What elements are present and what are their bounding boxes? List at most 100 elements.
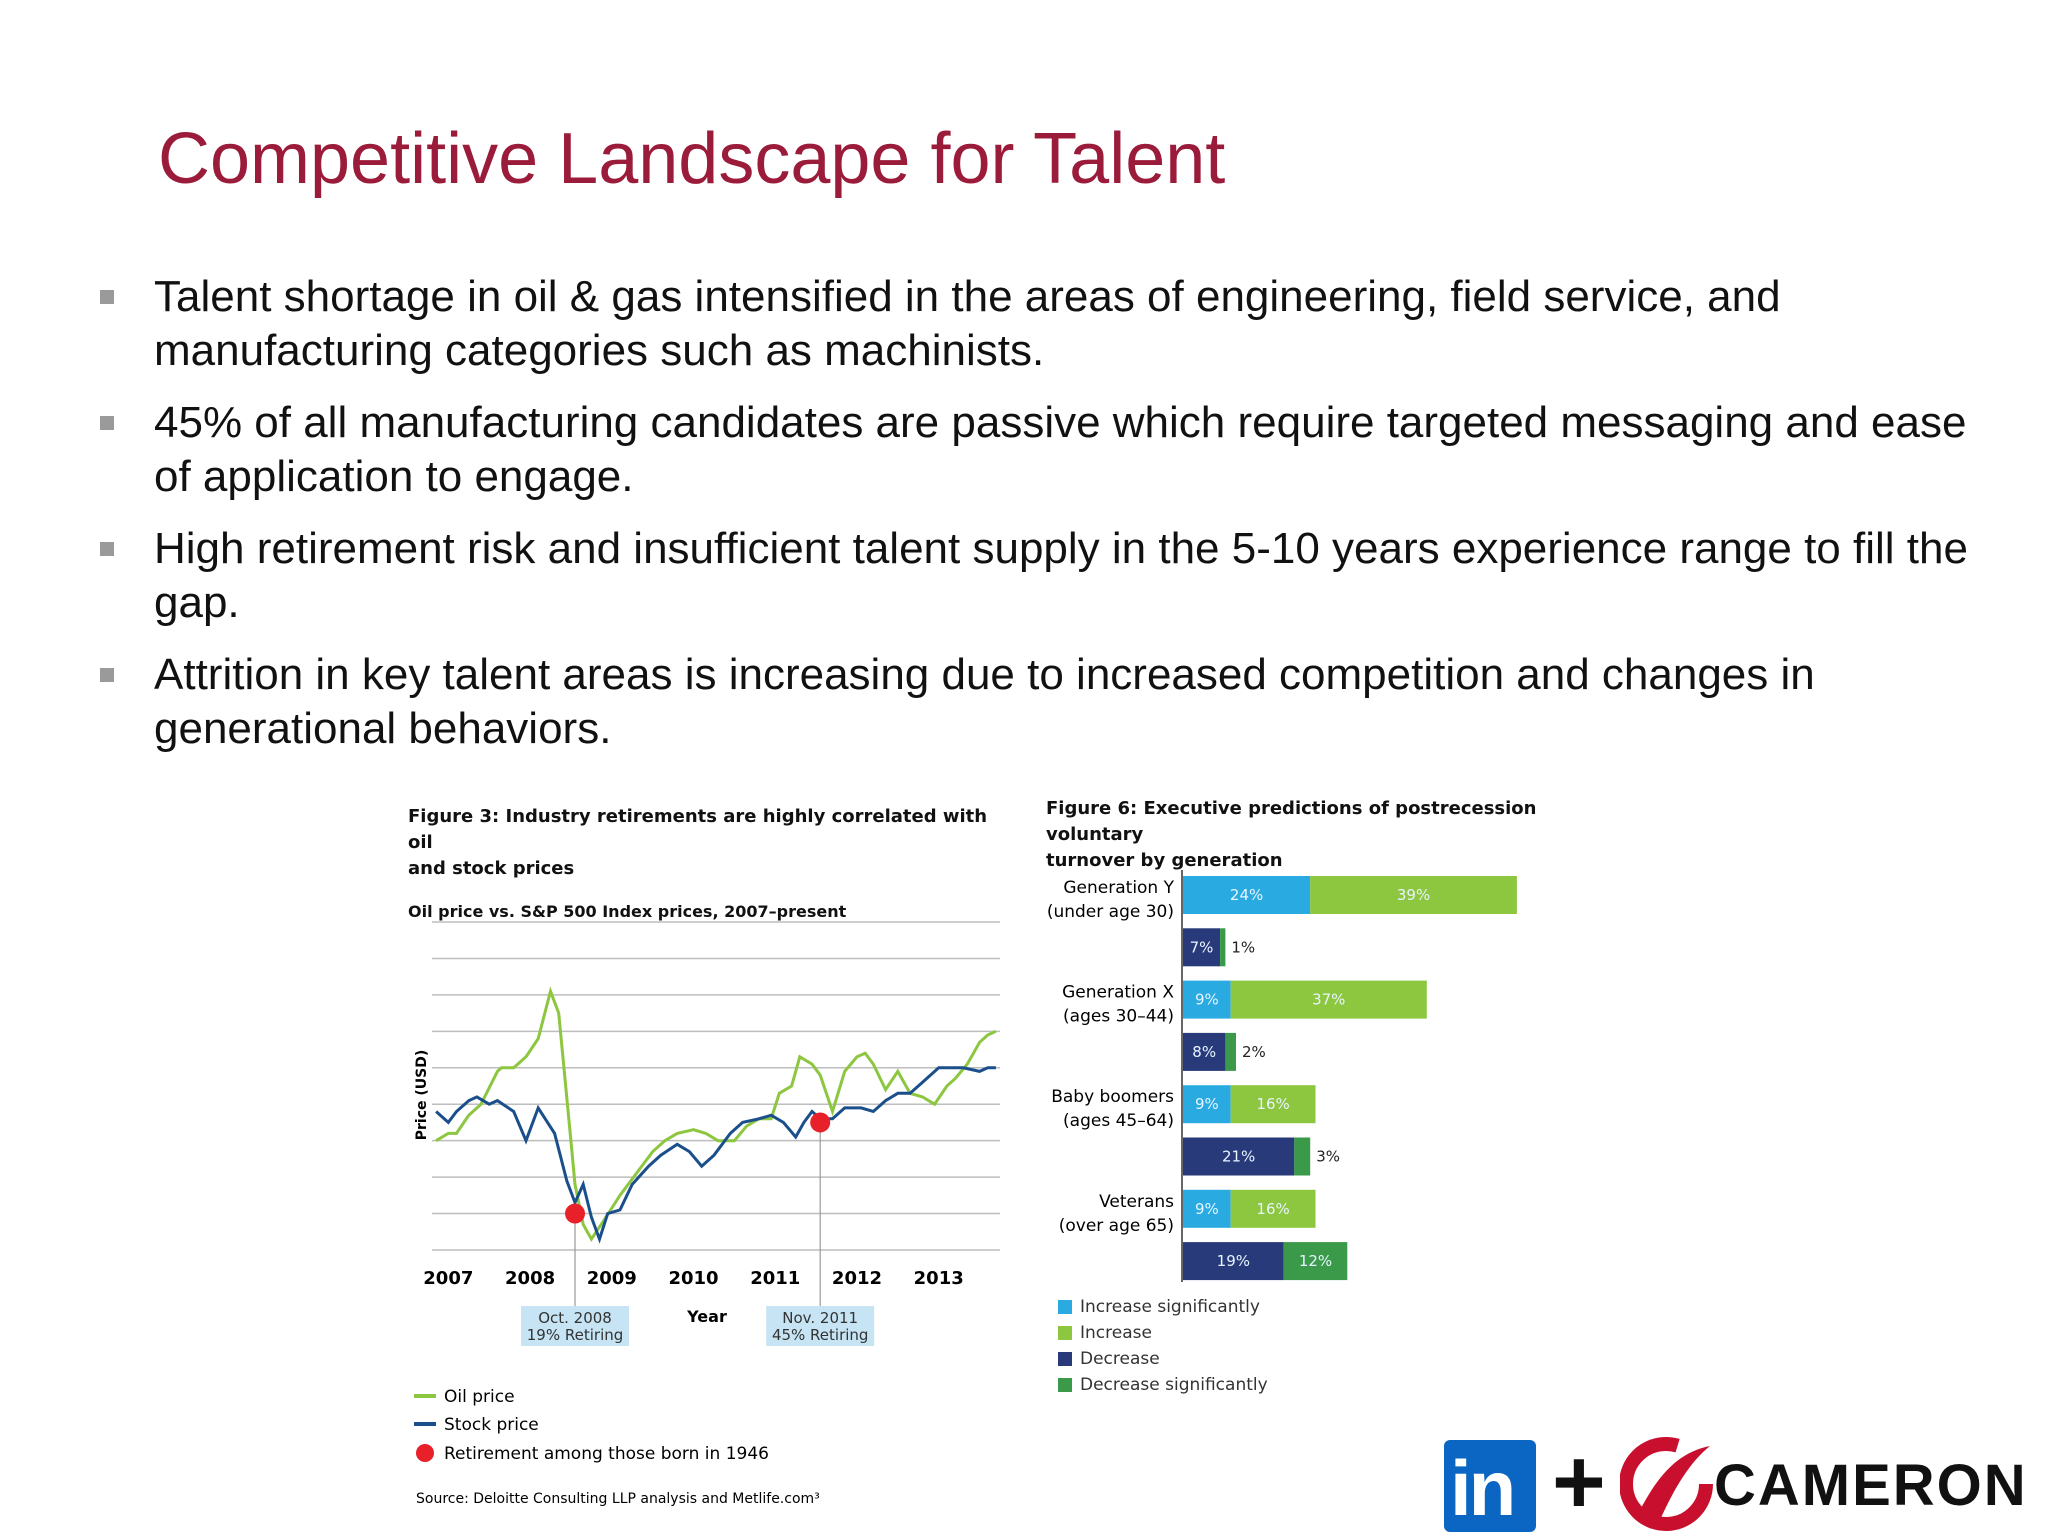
bullet-square-icon bbox=[100, 668, 114, 682]
bar-value-label: 8% bbox=[1192, 1043, 1216, 1061]
cameron-logo: CAMERON bbox=[1620, 1432, 2040, 1532]
callout-label: 45% Retiring bbox=[772, 1326, 869, 1344]
bar-value-label: 12% bbox=[1299, 1252, 1332, 1270]
bar-value-label: 16% bbox=[1256, 1095, 1289, 1113]
bullet-text: High retirement risk and insufficient ta… bbox=[154, 524, 1968, 627]
bar-segment bbox=[1183, 1189, 1231, 1228]
callout-label: Nov. 2011 bbox=[782, 1309, 858, 1327]
x-tick-label: 2007 bbox=[423, 1268, 473, 1289]
legend-stock-label: Stock price bbox=[444, 1415, 539, 1435]
bullet-text: Attrition in key talent areas is increas… bbox=[154, 650, 1815, 753]
figure3-subtitle: Oil price vs. S&P 500 Index prices, 2007… bbox=[408, 902, 847, 921]
linkedin-logo: in bbox=[1444, 1440, 1536, 1532]
figure6-panel: Figure 6: Executive predictions of postr… bbox=[1046, 796, 1606, 874]
category-label: (ages 30–44) bbox=[1063, 1007, 1174, 1027]
bullet-item: Attrition in key talent areas is increas… bbox=[98, 648, 1978, 756]
bullet-square-icon bbox=[100, 542, 114, 556]
callout-box bbox=[521, 1306, 630, 1346]
bar-value-label: 37% bbox=[1312, 991, 1345, 1009]
x-axis-label: Year bbox=[686, 1307, 727, 1326]
legend-label: Decrease significantly bbox=[1080, 1375, 1268, 1395]
figure6-title: Figure 6: Executive predictions of postr… bbox=[1046, 798, 1537, 871]
legend-swatch bbox=[1058, 1378, 1072, 1392]
legend-retirement-label: Retirement among those born in 1946 bbox=[444, 1444, 769, 1464]
category-label: Veterans bbox=[1099, 1192, 1174, 1212]
x-tick-label: 2012 bbox=[832, 1268, 882, 1289]
bar-segment bbox=[1310, 876, 1517, 914]
bullet-item: High retirement risk and insufficient ta… bbox=[98, 522, 1978, 630]
bar-value-label: 21% bbox=[1222, 1148, 1255, 1166]
x-tick-label: 2010 bbox=[668, 1268, 718, 1289]
bar-value-label: 7% bbox=[1190, 938, 1214, 956]
cameron-swoosh-icon bbox=[1620, 1437, 1713, 1531]
legend-swatch bbox=[1058, 1326, 1072, 1340]
legend-label: Increase bbox=[1080, 1323, 1152, 1343]
bar-segment bbox=[1183, 1032, 1226, 1071]
stock-price-series-line bbox=[435, 1066, 996, 1244]
bar-segment bbox=[1183, 1137, 1295, 1176]
legend-label: Increase significantly bbox=[1080, 1297, 1260, 1317]
bullet-text: Talent shortage in oil & gas intensified… bbox=[154, 272, 1781, 375]
figure3-line-chart: Price (USD) 2007 2008 2009 2010 2011 2012 2013… bbox=[414, 921, 1000, 1507]
bar-value-label: 19% bbox=[1217, 1252, 1250, 1270]
plus-sign: + bbox=[1552, 1431, 1606, 1533]
bar-segment bbox=[1183, 1085, 1231, 1124]
callout-box bbox=[766, 1306, 875, 1346]
category-label: Baby boomers bbox=[1051, 1087, 1174, 1107]
bar-value-label: 9% bbox=[1195, 1200, 1219, 1218]
bar-segment bbox=[1294, 1137, 1311, 1176]
bar-segment bbox=[1183, 980, 1231, 1019]
x-tick-label: 2008 bbox=[505, 1268, 555, 1289]
retirement-marker bbox=[810, 1112, 831, 1133]
oil-price-series-line bbox=[435, 986, 997, 1242]
y-axis-label: Price (USD) bbox=[414, 1050, 430, 1141]
bar-value-label: 24% bbox=[1230, 886, 1263, 904]
bar-segment bbox=[1220, 928, 1226, 967]
legend-swatch bbox=[1058, 1300, 1072, 1314]
callout-label: 19% Retiring bbox=[527, 1326, 624, 1344]
category-label: (under age 30) bbox=[1047, 902, 1174, 922]
bar-segment bbox=[1283, 1242, 1348, 1281]
legend-oil-label: Oil price bbox=[444, 1387, 515, 1407]
bar-value-label: 2% bbox=[1242, 1043, 1266, 1061]
bar-segment bbox=[1183, 1242, 1284, 1281]
bullet-item: Talent shortage in oil & gas intensified… bbox=[98, 270, 1978, 378]
figure6-stacked-bar-chart: Generation Y (under age 30) Generation X (a… bbox=[1047, 870, 1517, 1395]
callout-label: Oct. 2008 bbox=[538, 1309, 612, 1327]
bar-value-label: 3% bbox=[1316, 1148, 1340, 1166]
cameron-logo-text: CAMERON bbox=[1714, 1453, 2028, 1518]
bar-value-label: 1% bbox=[1231, 938, 1255, 956]
retirement-marker bbox=[565, 1203, 586, 1224]
bar-value-label: 16% bbox=[1256, 1200, 1289, 1218]
bullet-text: 45% of all manufacturing candidates are … bbox=[154, 398, 1967, 501]
bar-segment bbox=[1225, 1032, 1236, 1071]
bar-segment bbox=[1230, 1085, 1316, 1124]
bar-segment bbox=[1183, 928, 1221, 967]
x-tick-label: 2011 bbox=[750, 1268, 800, 1289]
bar-segment bbox=[1230, 1189, 1316, 1228]
category-label: Generation X bbox=[1062, 983, 1174, 1003]
x-tick-label: 2009 bbox=[587, 1268, 637, 1289]
figure3-title: Figure 3: Industry retirements are highl… bbox=[408, 806, 988, 879]
bar-segment bbox=[1183, 876, 1311, 914]
bar-value-label: 39% bbox=[1397, 886, 1430, 904]
bar-segment bbox=[1230, 980, 1427, 1019]
category-label: (ages 45–64) bbox=[1063, 1111, 1174, 1131]
logos: in + CAMERON bbox=[1444, 1432, 2044, 1532]
bullet-square-icon bbox=[100, 416, 114, 430]
slide-title: Competitive Landscape for Talent bbox=[158, 119, 1226, 199]
bar-value-label: 9% bbox=[1195, 1095, 1219, 1113]
category-label: (over age 65) bbox=[1059, 1216, 1174, 1236]
x-tick-label: 2013 bbox=[914, 1268, 964, 1289]
legend-retirement-dot-icon bbox=[416, 1444, 434, 1462]
category-label: Generation Y bbox=[1063, 878, 1174, 898]
legend-label: Decrease bbox=[1080, 1349, 1160, 1369]
figure3-source: Source: Deloitte Consulting LLP analysis… bbox=[416, 1491, 820, 1507]
linkedin-logo-text: in bbox=[1450, 1444, 1516, 1532]
bullet-square-icon bbox=[100, 290, 114, 304]
bullet-item: 45% of all manufacturing candidates are … bbox=[98, 396, 1978, 504]
figure3-panel: Figure 3: Industry retirements are highl… bbox=[408, 804, 1008, 921]
legend-swatch bbox=[1058, 1352, 1072, 1366]
bullet-list: Talent shortage in oil & gas intensified… bbox=[98, 270, 1978, 774]
bar-value-label: 9% bbox=[1195, 991, 1219, 1009]
